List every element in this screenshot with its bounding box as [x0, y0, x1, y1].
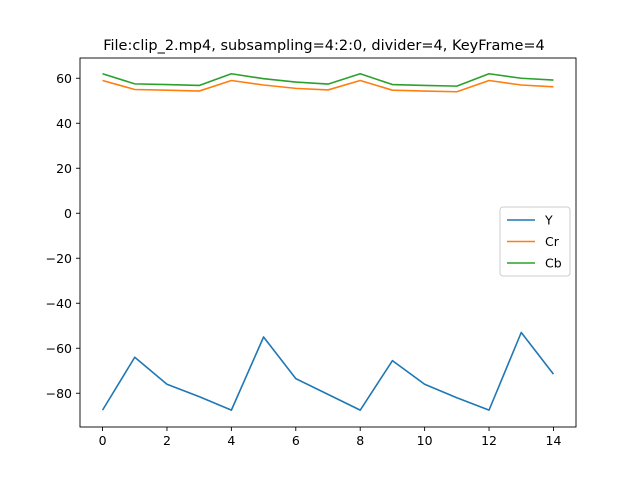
y-tick-label: −80 [46, 386, 72, 401]
series-line-cb [102, 72, 554, 87]
x-tick-label: 10 [417, 433, 433, 448]
y-tick-label: 0 [64, 206, 72, 221]
series-line-y [101, 331, 555, 411]
x-tick-label: 12 [481, 433, 497, 448]
legend: Y Cr Cb [499, 206, 571, 277]
y-tick-label: 20 [56, 161, 72, 176]
y-tick-label: 40 [56, 116, 72, 131]
legend-label-y: Y [544, 213, 553, 228]
y-tick-label: −20 [46, 251, 72, 266]
x-tick-label: 8 [356, 433, 364, 448]
legend-label-cr: Cr [545, 234, 560, 249]
series-layer [101, 72, 555, 411]
axes-frame [79, 57, 577, 428]
series-line-cr [102, 79, 554, 93]
legend-label-cb: Cb [545, 256, 562, 271]
x-tick-label: 2 [163, 433, 171, 448]
x-tick-label: 14 [546, 433, 562, 448]
x-tick-label: 4 [227, 433, 235, 448]
x-tick-label: 6 [292, 433, 300, 448]
y-tick-label: 60 [56, 71, 72, 86]
y-tick-label: −60 [46, 341, 72, 356]
axes-layer: 0 2 4 6 8 10 12 14 −80 −60 −40 −20 0 20 40 60 [46, 57, 577, 448]
x-tick-label: 0 [99, 433, 107, 448]
chart-title: File:clip_2.mp4, subsampling=4:2:0, divi… [103, 38, 545, 54]
y-tick-label: −40 [46, 296, 72, 311]
